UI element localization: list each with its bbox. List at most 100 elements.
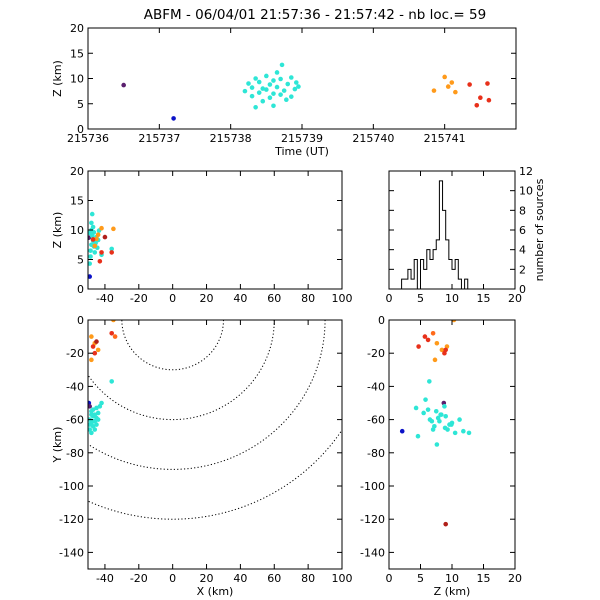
x-tick-label: 215737 [138, 132, 180, 145]
data-point [256, 79, 262, 85]
data-point [89, 211, 95, 217]
data-point [88, 230, 92, 236]
y-axis-label: number of sources [533, 178, 546, 281]
y-tick-label: -40 [66, 380, 84, 393]
x-tick-label: 0 [169, 572, 176, 585]
data-point [109, 250, 115, 255]
data-point [467, 82, 472, 87]
x-tick-label: 215738 [210, 132, 252, 145]
x-tick-label: 215741 [424, 132, 466, 145]
data-point [97, 258, 103, 264]
data-point [416, 344, 421, 349]
data-point [449, 80, 455, 85]
data-point [434, 340, 440, 346]
x-tick-label: 215740 [352, 132, 394, 145]
data-point [91, 230, 97, 235]
data-point [427, 379, 432, 384]
y-tick-label: -20 [367, 347, 385, 360]
data-point [421, 410, 426, 416]
data-point [92, 250, 98, 255]
data-point [292, 86, 298, 92]
data-point [425, 407, 431, 412]
data-point [429, 418, 435, 424]
data-point [442, 425, 448, 431]
data-point [442, 404, 447, 409]
figure-title: ABFM - 06/04/01 21:57:36 - 21:57:42 - nb… [144, 7, 486, 23]
data-point [271, 78, 276, 83]
panel-altitude-y: 0 5 10 15 20 -140 -120 -100 -80 -60 -40 -20 0 Z (km) [360, 314, 522, 598]
x-tick-label: 15 [477, 572, 491, 585]
data-point [112, 334, 118, 339]
x-tick-label: 100 [332, 292, 353, 305]
histogram-step [389, 180, 515, 290]
data-point [284, 97, 289, 103]
data-point [99, 225, 104, 231]
data-point [246, 81, 251, 86]
data-point [111, 226, 116, 232]
data-point [439, 347, 445, 353]
data-point [442, 74, 447, 80]
y-tick-label: 10 [70, 73, 84, 86]
data-point [90, 237, 96, 242]
data-point [249, 93, 255, 99]
data-point [88, 261, 92, 266]
data-point [451, 320, 457, 323]
data-point [99, 400, 104, 406]
data-point [109, 379, 115, 384]
y-tick-label: 20 [70, 165, 84, 178]
data-point [449, 422, 454, 427]
data-point [296, 84, 301, 89]
data-point [271, 103, 276, 109]
x-tick-label: 15 [477, 292, 491, 305]
data-point [99, 250, 104, 255]
data-point [289, 94, 294, 99]
data-point [92, 350, 98, 356]
y-tick-label: 12 [519, 165, 533, 178]
data-point [111, 320, 116, 323]
data-point [264, 87, 269, 92]
data-point [256, 90, 262, 95]
x-tick-label: 10 [445, 292, 459, 305]
x-axis-label: Z (km) [434, 585, 471, 598]
data-point [293, 80, 299, 85]
panel-plan-view: -40 -20 0 20 40 60 80 100 -140 -120 -100 -80 -60 -40 -… [51, 314, 353, 598]
y-tick-label: -80 [66, 447, 84, 460]
data-point [485, 81, 490, 86]
x-tick-label: 215736 [67, 132, 109, 145]
data-point [274, 70, 280, 75]
data-point [171, 116, 176, 121]
data-point [415, 433, 421, 439]
data-point [95, 347, 101, 353]
x-tick-label: 80 [301, 572, 315, 585]
x-tick-label: -20 [130, 572, 148, 585]
x-axis-label: Time (UT) [274, 145, 329, 158]
y-tick-label: 20 [70, 22, 84, 35]
points [399, 320, 472, 527]
chart-panels: 215736 215737 215738 215739 215740 215741 0 5 10… [51, 22, 547, 598]
data-point [478, 95, 483, 100]
y-axis-label: Z (km) [51, 212, 64, 249]
data-point [425, 337, 431, 343]
x-tick-label: -20 [130, 292, 148, 305]
y-tick-label: -60 [367, 414, 385, 427]
data-point [95, 232, 101, 238]
plot-frame [388, 319, 516, 570]
data-point [267, 82, 273, 87]
x-tick-label: 20 [200, 292, 214, 305]
y-tick-label: 15 [70, 195, 84, 208]
data-point [443, 521, 449, 527]
data-point [461, 428, 466, 434]
x-tick-label: -40 [96, 292, 114, 305]
x-tick-label: 20 [508, 292, 522, 305]
y-tick-label: 2 [519, 263, 526, 276]
y-tick-label: -120 [59, 513, 84, 526]
x-tick-label: 5 [417, 292, 424, 305]
x-tick-label: 5 [417, 572, 424, 585]
data-point [274, 84, 280, 90]
x-tick-label: 0 [386, 572, 393, 585]
y-tick-label: -100 [59, 480, 84, 493]
x-tick-label: 80 [301, 292, 315, 305]
x-tick-label: 0 [386, 292, 393, 305]
